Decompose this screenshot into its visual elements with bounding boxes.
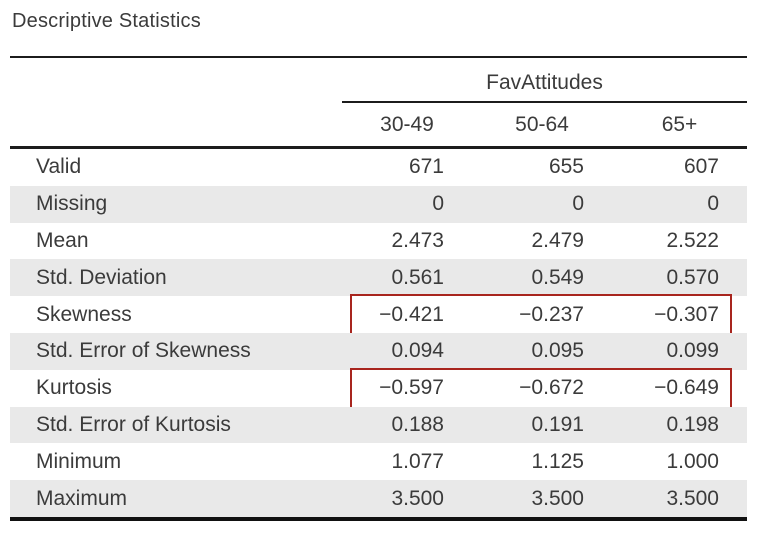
row-label: Mean (36, 228, 89, 252)
cell-value: 0.570 (666, 265, 719, 289)
cell-value: 0.198 (666, 412, 719, 436)
column-header-row: 30-49 50-64 65+ (10, 103, 747, 149)
cell-value: 0.099 (666, 339, 719, 363)
cell-value: 0 (707, 192, 719, 216)
cell-value: −0.672 (519, 376, 584, 400)
row-label: Valid (36, 155, 82, 179)
cell-value: −0.597 (379, 376, 444, 400)
row-label: Std. Error of Kurtosis (36, 412, 231, 436)
cell-value: 655 (548, 155, 584, 179)
cell-value: −0.237 (519, 302, 584, 326)
table-title: Descriptive Statistics (12, 10, 201, 32)
cell-value: 671 (408, 155, 444, 179)
cell-value: 0.549 (531, 265, 584, 289)
cell-value: 2.522 (666, 228, 719, 252)
table-row-mean: Mean 2.473 2.479 2.522 (10, 223, 747, 260)
row-label: Maximum (36, 486, 128, 510)
row-label: Missing (36, 192, 108, 216)
table-row-kurtosis: Kurtosis −0.597 −0.672 −0.649 (10, 367, 747, 409)
table-body: Valid 671 655 607 Missing 0 0 0 Mean 2.4… (10, 149, 747, 521)
table-row-missing: Missing 0 0 0 (10, 185, 747, 223)
table-row-std-error-skewness: Std. Error of Skewness 0.094 0.095 0.099 (10, 332, 747, 370)
statistics-table: FavAttitudes 30-49 50-64 65+ Valid 671 6… (10, 56, 747, 521)
column-header-30-49: 30-49 (380, 112, 434, 136)
row-label: Skewness (36, 302, 132, 326)
cell-value: 1.125 (531, 449, 584, 473)
row-label: Std. Error of Skewness (36, 339, 251, 363)
cell-value: 0.095 (531, 339, 584, 363)
cell-value: 2.473 (391, 228, 444, 252)
cell-value: −0.307 (654, 302, 719, 326)
cell-value: 0.188 (391, 412, 444, 436)
table-row-minimum: Minimum 1.077 1.125 1.000 (10, 443, 747, 480)
cell-value: 0 (572, 192, 584, 216)
row-label: Kurtosis (36, 376, 112, 400)
group-header-row: FavAttitudes (10, 58, 747, 103)
table-row-valid: Valid 671 655 607 (10, 149, 747, 186)
cell-value: −0.649 (654, 376, 719, 400)
group-header-favattitudes: FavAttitudes (342, 58, 747, 103)
cell-value: 607 (683, 155, 719, 179)
cell-value: 1.077 (391, 449, 444, 473)
cell-value: −0.421 (379, 302, 444, 326)
cell-value: 3.500 (391, 486, 444, 510)
cell-value: 0.094 (391, 339, 444, 363)
table-row-skewness: Skewness −0.421 −0.237 −0.307 (10, 294, 747, 335)
row-label: Std. Deviation (36, 265, 167, 289)
cell-value: 0 (432, 192, 444, 216)
cell-value: 2.479 (531, 228, 584, 252)
cell-value: 0.561 (391, 265, 444, 289)
column-header-65plus: 65+ (661, 112, 698, 136)
table-row-std-error-kurtosis: Std. Error of Kurtosis 0.188 0.191 0.198 (10, 406, 747, 444)
cell-value: 0.191 (531, 412, 584, 436)
cell-value: 3.500 (666, 486, 719, 510)
cell-value: 3.500 (531, 486, 584, 510)
column-header-50-64: 50-64 (515, 112, 569, 136)
table-row-maximum: Maximum 3.500 3.500 3.500 (10, 480, 747, 517)
row-label: Minimum (36, 449, 122, 473)
cell-value: 1.000 (666, 449, 719, 473)
table-row-std-deviation: Std. Deviation 0.561 0.549 0.570 (10, 259, 747, 297)
